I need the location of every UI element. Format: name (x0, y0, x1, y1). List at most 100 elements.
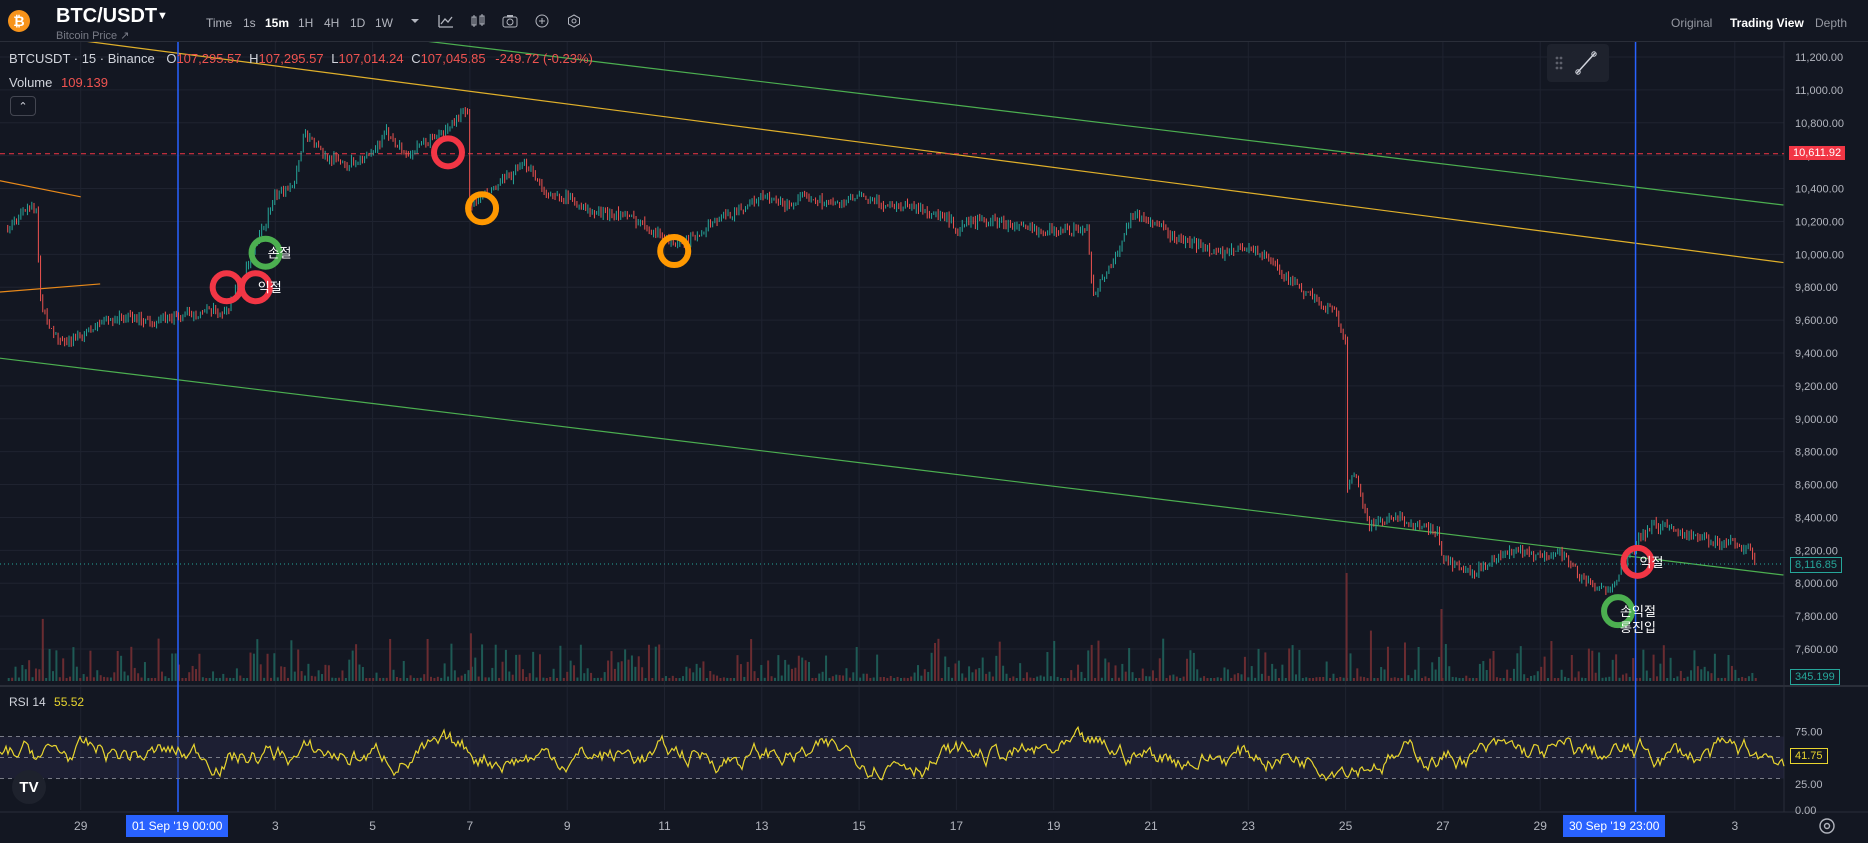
symbol-dropdown-icon[interactable]: ▼ (157, 10, 168, 22)
volume-bar (137, 673, 140, 681)
volume-bar (1730, 665, 1733, 681)
tradingview-logo-icon[interactable]: TV (12, 770, 46, 804)
volume-bar (1693, 650, 1696, 681)
volume-bar (1138, 677, 1141, 681)
drawing-overlays (0, 42, 1784, 812)
volume-bar (1015, 677, 1018, 681)
volume-bar (1223, 667, 1226, 681)
volume-bar (889, 675, 892, 681)
volume-bar (293, 671, 296, 681)
volume-bar (392, 669, 395, 681)
volume-bar (1111, 677, 1114, 681)
volume-bar (447, 676, 450, 681)
timeframe-4h[interactable]: 4H (324, 16, 340, 30)
volume-bar (1601, 677, 1604, 681)
volume-bar (1203, 676, 1206, 681)
legend-ticker[interactable]: BTCUSDT · 15 · Binance (9, 51, 155, 66)
volume-bar (797, 655, 800, 681)
more-timeframes-chevron-icon[interactable] (407, 14, 423, 28)
volume-bar (1669, 657, 1672, 681)
drawing-tool-panel[interactable] (1547, 44, 1609, 82)
candles-icon[interactable] (470, 14, 486, 28)
volume-bar (450, 643, 453, 681)
volume-bar (825, 655, 828, 681)
camera-icon[interactable] (502, 14, 518, 28)
view-depth-tab[interactable]: Depth (1815, 16, 1848, 30)
volume-bar (1060, 677, 1063, 681)
trade-marker-ring (431, 135, 466, 170)
volume-bar (1046, 652, 1049, 681)
volume-bar (464, 673, 467, 681)
volume-bar (1373, 677, 1376, 681)
view-original-tab[interactable]: Original (1671, 16, 1713, 30)
timeframe-time[interactable]: Time (206, 16, 233, 30)
volume-last-tag: 345.199 (1790, 669, 1840, 685)
volume-bar (1615, 654, 1618, 681)
volume-bar (1271, 663, 1274, 681)
volume-bar (96, 670, 99, 681)
volume-bar (613, 668, 616, 681)
volume-bar (1158, 658, 1161, 681)
volume-bar (1475, 677, 1478, 681)
trade-marker-label: 익절 (258, 281, 282, 296)
volume-bar (1707, 671, 1710, 681)
volume-bar (368, 677, 371, 681)
volume-bar (678, 677, 681, 681)
volume-bar (671, 675, 674, 681)
volume-bar (1189, 650, 1192, 681)
volume-bar (828, 677, 831, 681)
volume-bar (831, 676, 834, 681)
volume-bar (872, 677, 875, 681)
volume-bar (1570, 655, 1573, 681)
time-tick-label: 17 (950, 819, 964, 833)
price-axis[interactable]: 7,600.00 7,800.00 8,000.00 8,200.00 8,400.00… (1795, 52, 1844, 817)
symbol-title[interactable]: BTC/USDT (56, 5, 158, 27)
chart-settings-gear-icon[interactable] (1818, 817, 1836, 835)
timeframe-1d[interactable]: 1D (350, 16, 366, 30)
volume-bar (341, 670, 344, 681)
drag-handle-icon[interactable] (1547, 44, 1609, 82)
volume-bar (920, 675, 923, 681)
volume-bar (232, 677, 235, 681)
volume-bar (75, 666, 78, 681)
volume-bar (321, 674, 324, 681)
timeframe-1h[interactable]: 1H (298, 16, 314, 30)
symbol-subtitle-link[interactable]: Bitcoin Price ↗ (56, 30, 130, 42)
volume-bar (893, 677, 896, 681)
volume-bar (1403, 642, 1406, 681)
volume-bar (1131, 672, 1134, 681)
settings-gear-icon[interactable] (566, 14, 582, 28)
timeframe-1s[interactable]: 1s (243, 16, 256, 30)
volume-bar (590, 672, 593, 681)
add-plus-icon[interactable] (534, 14, 550, 28)
volume-bar (38, 669, 41, 681)
volume-bar (722, 677, 725, 681)
collapse-legend-button[interactable]: ⌃ (10, 96, 36, 116)
trade-marker-ring (657, 234, 692, 269)
indicators-icon[interactable] (438, 14, 454, 28)
trade-marker-ring (1601, 594, 1636, 629)
volume-bar (51, 671, 54, 681)
time-tick-label: 29 (74, 819, 88, 833)
volume-bar (31, 677, 34, 681)
volume-bar (1284, 677, 1287, 681)
volume-bar (869, 677, 872, 681)
last-price-tag: 8,116.85 (1790, 557, 1843, 573)
timeframe-15m[interactable]: 15m (265, 16, 290, 30)
volume-bar (1741, 676, 1744, 681)
volume-bar (21, 664, 24, 681)
volume-bar (218, 677, 221, 681)
trade-marker-ring (1620, 544, 1655, 579)
volume-bar (685, 666, 688, 681)
volume-bar (627, 659, 630, 681)
volume-bar (1274, 668, 1277, 681)
volume-bar (964, 677, 967, 681)
time-axis[interactable]: 29 3 5 7 9 11 13 15 17 19 21 23 25 27 29 3 (74, 819, 1738, 833)
volume-bar (1506, 669, 1509, 681)
volume-bar (620, 661, 623, 681)
volume-bar (440, 677, 443, 681)
timeframe-1w[interactable]: 1W (375, 16, 393, 30)
view-tradingview-tab[interactable]: Trading View (1730, 16, 1804, 30)
